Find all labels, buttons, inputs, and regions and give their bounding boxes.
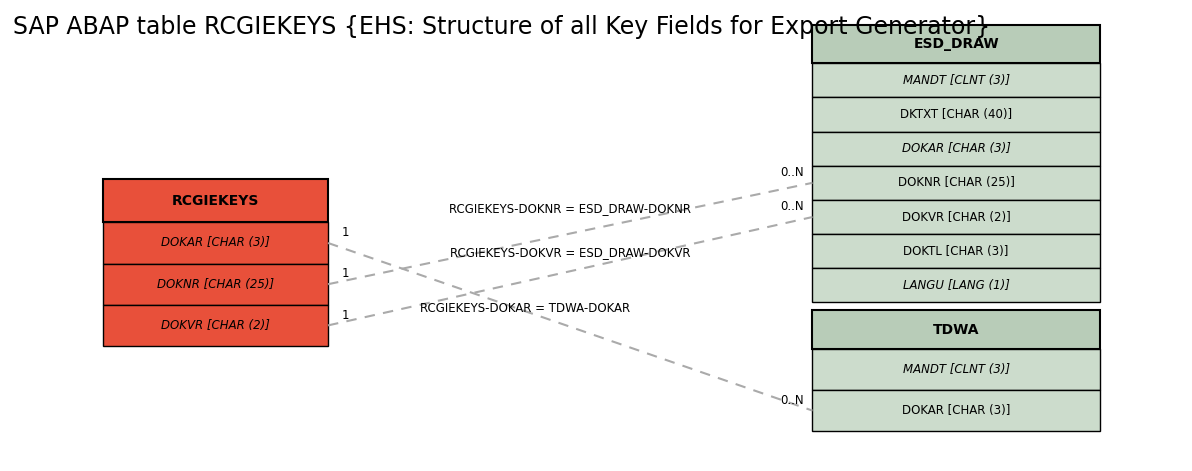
- Text: RCGIEKEYS: RCGIEKEYS: [172, 194, 259, 208]
- Text: DOKAR [CHAR (3)]: DOKAR [CHAR (3)]: [902, 404, 1011, 417]
- Text: SAP ABAP table RCGIEKEYS {EHS: Structure of all Key Fields for Export Generator}: SAP ABAP table RCGIEKEYS {EHS: Structure…: [13, 16, 989, 40]
- Text: 1: 1: [342, 268, 349, 280]
- Text: DOKNR [CHAR (25)]: DOKNR [CHAR (25)]: [898, 176, 1014, 189]
- Bar: [813, 25, 1100, 63]
- Bar: [813, 268, 1100, 302]
- Text: DOKTL [CHAR (3)]: DOKTL [CHAR (3)]: [904, 245, 1008, 258]
- Bar: [813, 390, 1100, 431]
- Bar: [813, 234, 1100, 268]
- Text: RCGIEKEYS-DOKAR = TDWA-DOKAR: RCGIEKEYS-DOKAR = TDWA-DOKAR: [420, 302, 631, 315]
- Bar: [103, 222, 328, 264]
- Text: DOKVR [CHAR (2)]: DOKVR [CHAR (2)]: [161, 319, 269, 332]
- Bar: [813, 131, 1100, 166]
- Bar: [103, 305, 328, 346]
- Text: DOKAR [CHAR (3)]: DOKAR [CHAR (3)]: [161, 236, 269, 250]
- Text: DKTXT [CHAR (40)]: DKTXT [CHAR (40)]: [900, 108, 1012, 121]
- Text: RCGIEKEYS-DOKVR = ESD_DRAW-DOKVR: RCGIEKEYS-DOKVR = ESD_DRAW-DOKVR: [451, 246, 690, 260]
- Text: RCGIEKEYS-DOKNR = ESD_DRAW-DOKNR: RCGIEKEYS-DOKNR = ESD_DRAW-DOKNR: [449, 202, 691, 215]
- Text: TDWA: TDWA: [933, 323, 980, 337]
- Bar: [103, 179, 328, 222]
- Bar: [813, 200, 1100, 234]
- Text: DOKVR [CHAR (2)]: DOKVR [CHAR (2)]: [902, 211, 1011, 224]
- Bar: [813, 63, 1100, 97]
- Bar: [813, 166, 1100, 200]
- Text: LANGU [LANG (1)]: LANGU [LANG (1)]: [902, 279, 1010, 292]
- Text: 0..N: 0..N: [780, 200, 803, 213]
- Text: ESD_DRAW: ESD_DRAW: [913, 37, 999, 51]
- Bar: [813, 310, 1100, 349]
- Text: DOKAR [CHAR (3)]: DOKAR [CHAR (3)]: [901, 142, 1011, 155]
- Text: DOKNR [CHAR (25)]: DOKNR [CHAR (25)]: [157, 278, 274, 291]
- Bar: [813, 349, 1100, 390]
- Text: 1: 1: [342, 226, 349, 239]
- Text: 0..N: 0..N: [780, 166, 803, 179]
- Text: 0..N: 0..N: [780, 394, 803, 407]
- Bar: [103, 264, 328, 305]
- Bar: [813, 97, 1100, 131]
- Text: MANDT [CLNT (3)]: MANDT [CLNT (3)]: [902, 74, 1010, 87]
- Text: 1: 1: [342, 309, 349, 322]
- Text: MANDT [CLNT (3)]: MANDT [CLNT (3)]: [902, 363, 1010, 376]
